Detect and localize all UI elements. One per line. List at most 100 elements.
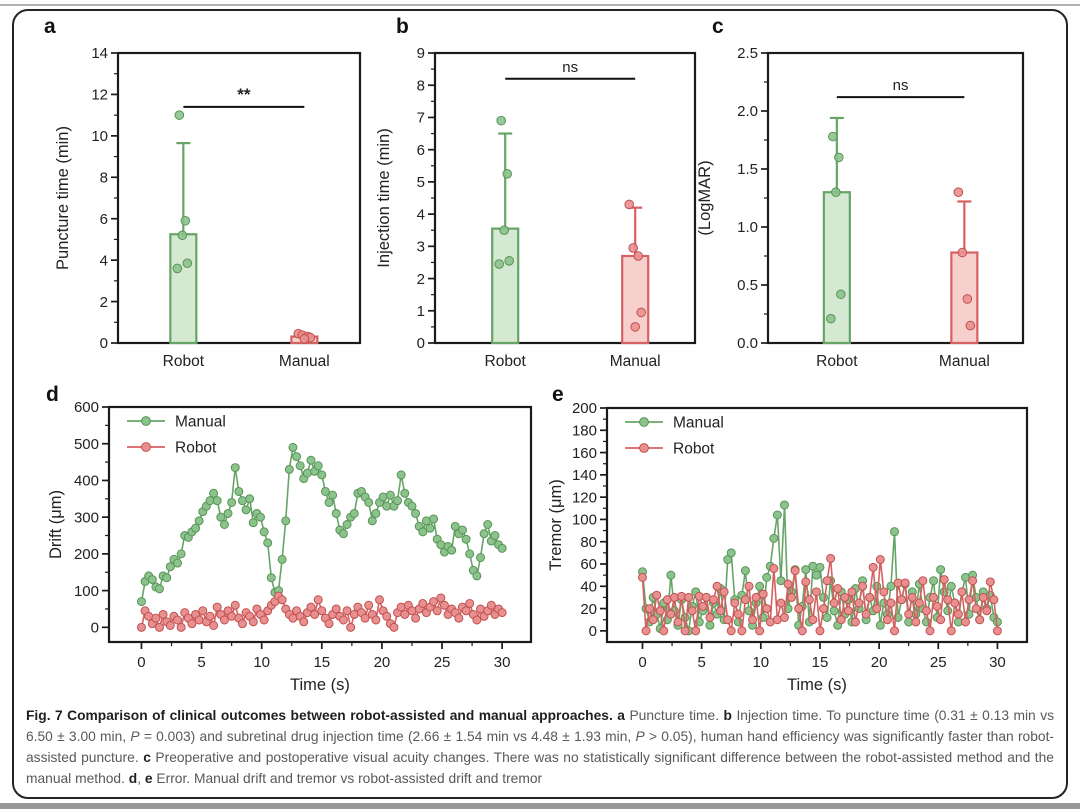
svg-text:4: 4 [417,206,425,223]
svg-text:2: 2 [417,271,425,288]
puncture-time-chart: 0 2 4 6 8 10 12 14 Puncture time (min) Robot Manua… [54,45,362,370]
caption-segment: d [128,770,138,786]
svg-text:Manual: Manual [939,353,990,370]
svg-text:6: 6 [100,211,108,228]
injection-time-chart: 0 1 2 3 4 5 6 7 8 9 Injection time (min) Robot Manua… [375,45,697,370]
svg-text:2: 2 [100,294,108,311]
svg-text:Injection time (min): Injection time (min) [375,128,393,267]
svg-text:0: 0 [137,654,145,671]
svg-text:0.5: 0.5 [737,277,758,294]
panel-label-e: e [552,383,564,406]
caption-segment: P [130,728,140,744]
figure-caption: Fig. 7 Comparison of clinical outcomes b… [26,706,1054,790]
svg-text:600: 600 [74,399,99,416]
svg-text:25: 25 [930,654,947,671]
svg-text:1.5: 1.5 [737,161,758,178]
svg-text:(LogMAR): (LogMAR) [696,160,714,235]
svg-text:0.0: 0.0 [737,335,758,352]
svg-text:60: 60 [580,556,597,573]
svg-text:20: 20 [580,601,597,618]
caption-segment: c [143,749,151,765]
svg-text:1: 1 [417,303,425,320]
svg-text:ns: ns [893,77,909,94]
svg-text:10: 10 [752,654,769,671]
svg-text:0: 0 [91,620,99,637]
svg-text:180: 180 [572,422,597,439]
svg-text:1.0: 1.0 [737,219,758,236]
svg-text:400: 400 [74,473,99,490]
caption-segment: Puncture time. [624,708,724,723]
svg-text:0: 0 [589,623,597,640]
caption-segment: Injection time. To puncture time (0.31 ±… [26,708,1054,744]
svg-text:100: 100 [74,583,99,600]
svg-text:20: 20 [871,654,888,671]
svg-text:5: 5 [197,654,205,671]
svg-text:ns: ns [562,59,578,76]
svg-text:5: 5 [417,174,425,191]
figure-frame [12,9,1068,799]
page-bottom-rule [0,803,1080,809]
svg-text:20: 20 [374,654,391,671]
caption-segment: Preoperative and postoperative visual ac… [26,749,1054,786]
svg-text:30: 30 [494,654,511,671]
svg-text:Manual: Manual [279,353,330,370]
svg-text:Puncture time (min): Puncture time (min) [54,126,72,270]
svg-text:6: 6 [417,142,425,159]
svg-text:80: 80 [580,534,597,551]
svg-text:Robot: Robot [673,441,715,458]
svg-text:25: 25 [434,654,451,671]
svg-text:Drift (μm): Drift (μm) [47,490,65,559]
caption-segment: b [723,708,732,723]
svg-text:0: 0 [417,335,425,352]
svg-text:4: 4 [100,252,108,269]
svg-text:Manual: Manual [673,415,724,432]
svg-text:40: 40 [580,578,597,595]
svg-text:Manual: Manual [175,414,226,431]
caption-segment: = 0.003) and subretinal drug injection t… [139,728,636,744]
svg-text:2.0: 2.0 [737,103,758,120]
drift-chart: 0 100 200 300 400 500 600 Drift (μm) 0 5 10 15 20 25 3… [47,399,533,694]
svg-text:Time (s): Time (s) [290,676,350,694]
svg-text:Manual: Manual [610,353,661,370]
svg-text:200: 200 [572,400,597,417]
svg-text:0: 0 [100,335,108,352]
svg-text:140: 140 [572,467,597,484]
caption-segment: Error. Manual drift and tremor vs robot-… [152,770,543,786]
panel-label-c: c [712,15,724,38]
svg-text:Robot: Robot [175,440,217,457]
svg-text:15: 15 [812,654,829,671]
svg-text:100: 100 [572,512,597,529]
svg-text:Robot: Robot [485,353,527,370]
svg-text:0: 0 [638,654,646,671]
svg-text:120: 120 [572,489,597,506]
caption-segment: P [635,728,645,744]
caption-segment: > 0.05), human hand efficiency was signi… [26,728,1054,765]
svg-text:Robot: Robot [163,353,205,370]
svg-text:12: 12 [91,87,108,104]
svg-text:15: 15 [313,654,330,671]
svg-text:10: 10 [253,654,270,671]
caption-segment: e [144,770,153,786]
svg-text:200: 200 [74,546,99,563]
svg-text:30: 30 [989,654,1006,671]
svg-text:5: 5 [697,654,705,671]
page-top-rule [0,4,1080,6]
svg-text:9: 9 [417,45,425,62]
svg-text:7: 7 [417,110,425,127]
svg-text:3: 3 [417,239,425,256]
svg-text:10: 10 [91,128,108,145]
svg-text:8: 8 [417,77,425,94]
svg-text:Time (s): Time (s) [787,676,847,694]
svg-text:2.5: 2.5 [737,45,758,62]
svg-text:Tremor (μm): Tremor (μm) [547,479,565,570]
svg-text:300: 300 [74,509,99,526]
svg-text:**: ** [237,85,251,104]
caption-segment: a [617,708,625,723]
svg-text:Robot: Robot [816,353,858,370]
caption-segment: Fig. 7 Comparison of clinical outcomes b… [26,708,618,723]
svg-text:160: 160 [572,445,597,462]
tremor-chart: 0 20 40 60 80 100 120 140 160 180 200 Tremor (μm) 0 5… [547,400,1029,694]
panel-label-b: b [396,15,409,38]
panel-label-a: a [44,15,56,38]
